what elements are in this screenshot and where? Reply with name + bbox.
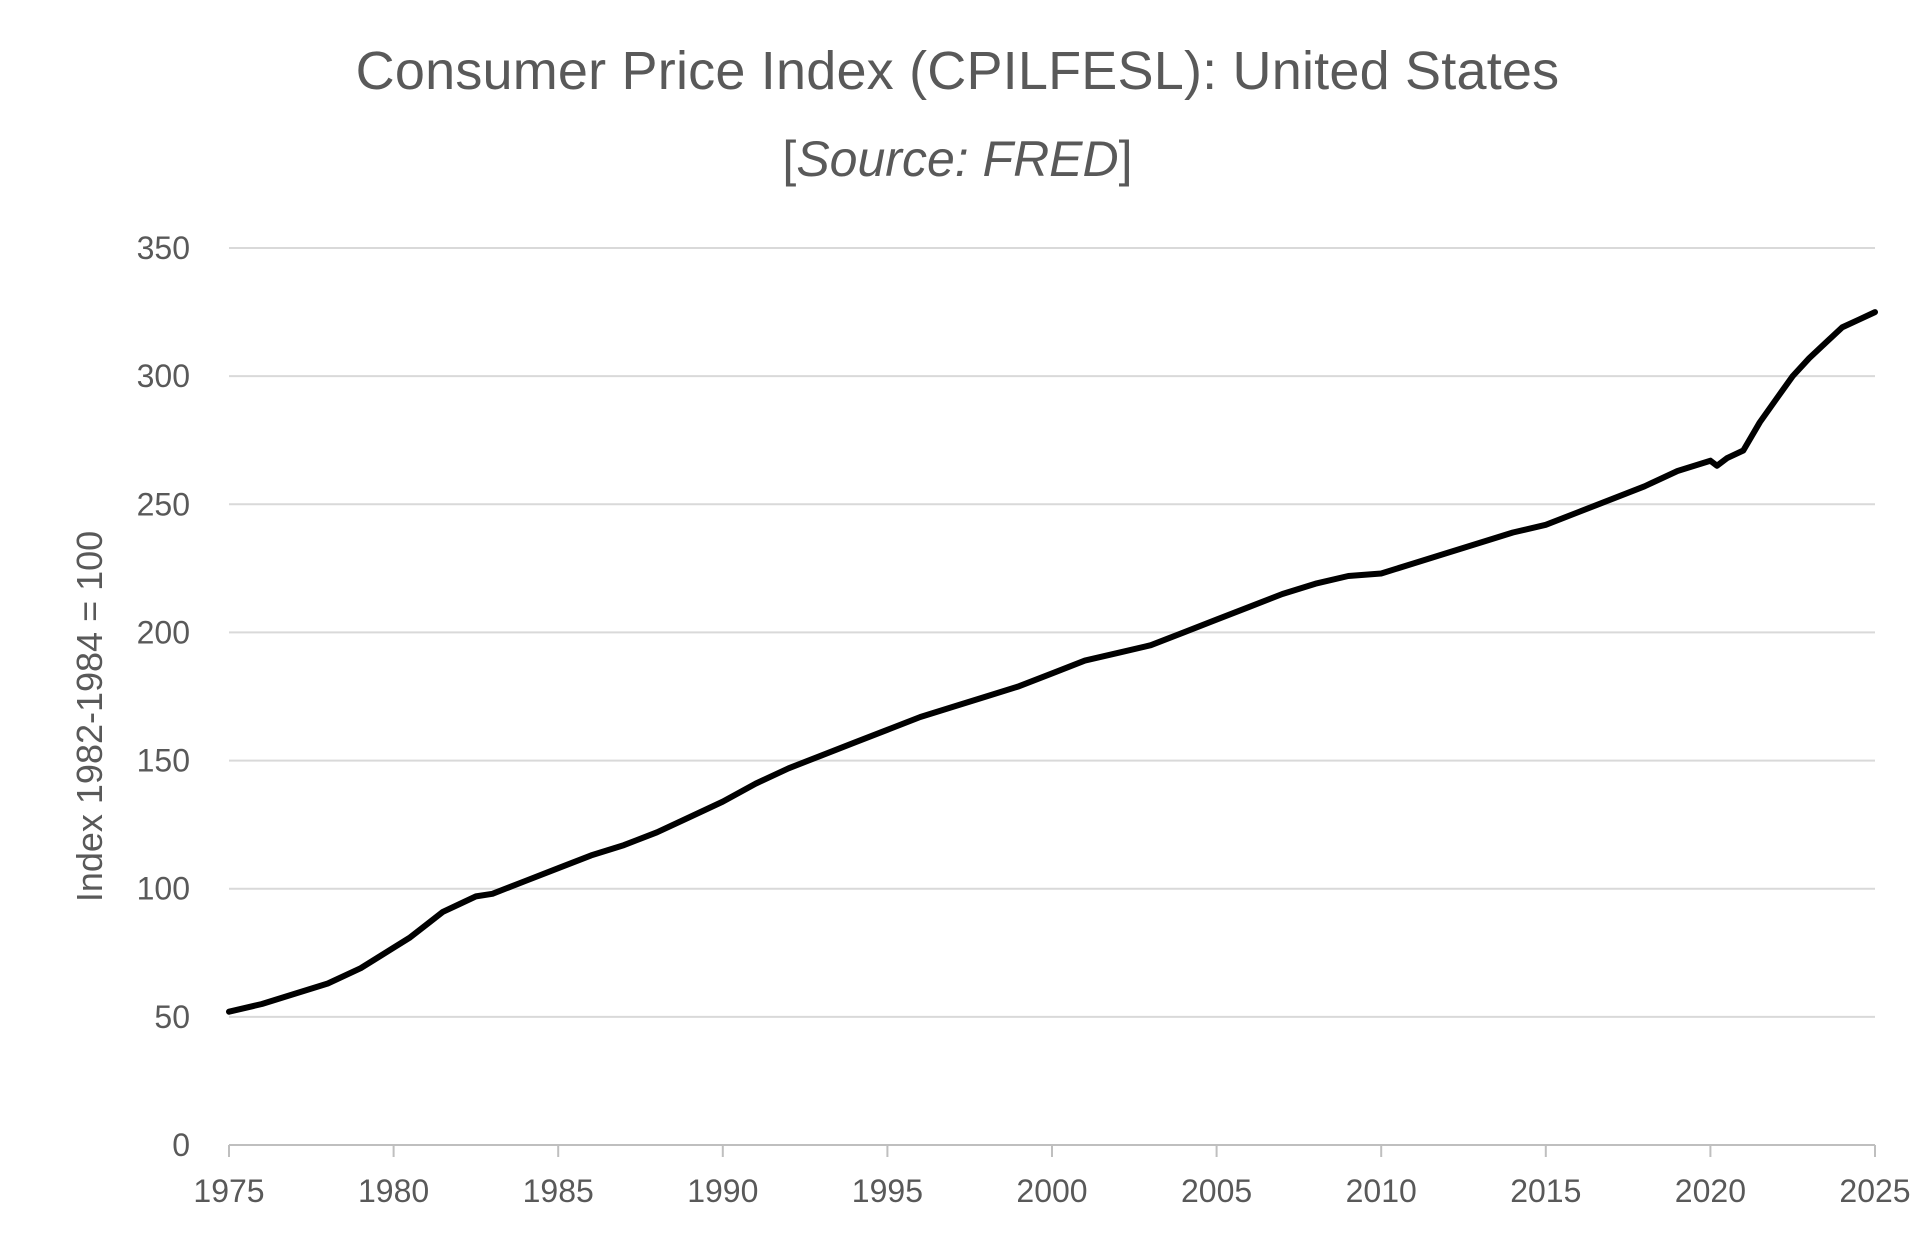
chart-subtitle: [Source: FRED] — [0, 130, 1915, 188]
subtitle-source: Source: FRED — [796, 131, 1119, 187]
grid-lines — [229, 247, 1875, 1018]
x-tick-label: 2005 — [1181, 1173, 1252, 1209]
y-tick-label: 50 — [154, 999, 190, 1035]
x-tick-label: 1980 — [358, 1173, 429, 1209]
series-line — [226, 309, 1878, 1015]
y-tick-label: 0 — [172, 1127, 190, 1163]
x-tick-label: 1975 — [193, 1173, 264, 1209]
y-axis-title: Index 1982-1984 = 100 — [69, 531, 110, 902]
y-tick-label: 100 — [137, 871, 190, 907]
x-tick-label: 1995 — [852, 1173, 923, 1209]
y-tick-label: 150 — [137, 743, 190, 779]
x-tick-label: 2020 — [1675, 1173, 1746, 1209]
y-tick-labels: 0 50 100 150 200 250 300 350 — [137, 230, 190, 1163]
subtitle-bracket-close: ] — [1118, 131, 1133, 187]
y-tick-label: 350 — [137, 230, 190, 266]
x-tick-label: 2025 — [1839, 1173, 1910, 1209]
series-layer — [226, 309, 1878, 1015]
y-tick-label: 250 — [137, 486, 190, 522]
y-tick-label: 200 — [137, 614, 190, 650]
x-axis — [228, 1144, 1876, 1157]
x-tick-label: 1985 — [523, 1173, 594, 1209]
x-tick-label: 1990 — [687, 1173, 758, 1209]
x-tick-label: 2010 — [1346, 1173, 1417, 1209]
subtitle-bracket-open: [ — [782, 131, 797, 187]
chart-title: Consumer Price Index (CPILFESL): United … — [355, 41, 1560, 101]
x-tick-labels: 1975 1980 1985 1990 1995 2000 2005 2010 2015 2020… — [193, 1173, 1910, 1209]
x-tick-label: 2000 — [1016, 1173, 1087, 1209]
y-tick-label: 300 — [137, 358, 190, 394]
x-tick-label: 2015 — [1510, 1173, 1581, 1209]
